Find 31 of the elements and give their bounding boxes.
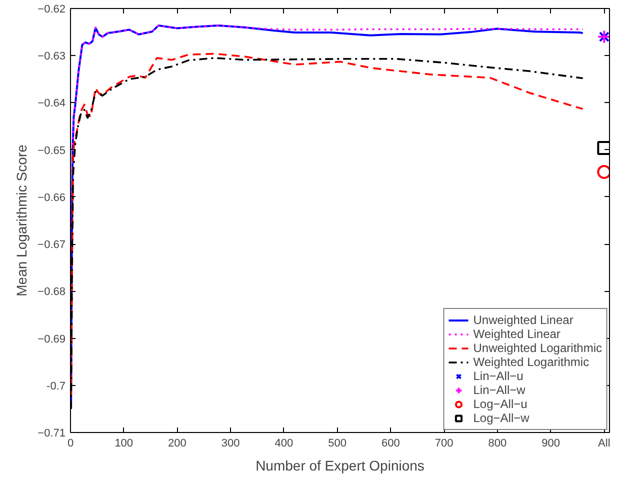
y-tick-label: −0.71 (38, 428, 66, 440)
x-tick-label: 300 (221, 438, 240, 450)
y-tick-label: −0.69 (38, 333, 66, 346)
x-tick-label: 500 (328, 438, 347, 450)
x-tick-label: 100 (114, 438, 134, 450)
legend-label: Weighted Linear (473, 327, 560, 341)
legend-label: Lin−All−u (473, 369, 524, 383)
y-tick-label: −0.65 (38, 144, 66, 157)
legend-label: Lin−All−w (473, 383, 526, 397)
y-tick-label: −0.63 (38, 50, 66, 63)
legend-label: Log−All−u (473, 397, 528, 411)
y-tick-label: −0.68 (38, 286, 66, 298)
x-tick-label: 700 (434, 438, 454, 450)
legend-label: Log−All−w (473, 411, 530, 425)
x-tick-label: 900 (542, 438, 560, 450)
y-tick-label: −0.62 (38, 4, 66, 16)
y-tick-label: −0.67 (38, 239, 66, 252)
x-tick-label: 0 (67, 438, 74, 450)
y-tick-label: −0.64 (38, 98, 66, 110)
x-tick-label: All (598, 438, 610, 450)
x-tick-label: 200 (168, 438, 186, 450)
x-tick-label: 600 (382, 438, 400, 450)
x-tick-label: 400 (274, 438, 294, 450)
x-tick-label: 800 (488, 438, 507, 450)
legend-label: Weighted Logarithmic (473, 355, 590, 369)
legend-label: Unweighted Linear (473, 313, 574, 327)
x-axis-title: Number of Expert Opinions (256, 458, 424, 474)
legend-label: Unweighted Logarithmic (473, 341, 602, 355)
y-axis-title: Mean Logarithmic Score (14, 144, 30, 296)
y-tick-label: −0.66 (38, 192, 66, 204)
y-tick-label: -0.7 (46, 380, 66, 392)
